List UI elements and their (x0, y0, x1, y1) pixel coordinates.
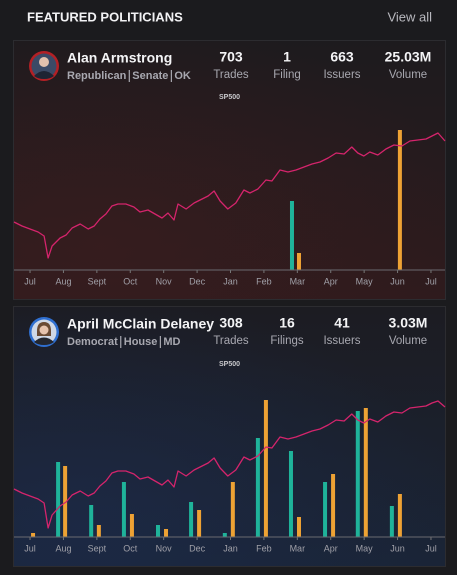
panel-title: FEATURED POLITICIANS (27, 9, 183, 24)
bar (230, 482, 235, 537)
politician-state: MD (163, 336, 180, 348)
avatar (29, 51, 59, 347)
x-tick-label: Oct (123, 276, 138, 286)
x-tick-label: Apr (324, 543, 338, 553)
bar (263, 400, 268, 537)
stat-label: Filings (270, 335, 303, 347)
x-tick-label: Jul (24, 543, 36, 553)
x-tick-label: Sept (88, 543, 107, 553)
bar (156, 525, 161, 537)
stat-value: 3.03M (389, 315, 428, 331)
x-tick-label: Jul (24, 276, 36, 286)
bar (331, 474, 336, 537)
politician-chamber: Senate (132, 70, 168, 82)
bar (189, 502, 194, 537)
x-tick-label: May (356, 276, 374, 286)
bar (296, 517, 301, 537)
bar (355, 411, 360, 537)
x-tick-label: Aug (55, 276, 71, 286)
stat-value: 41 (334, 315, 350, 331)
x-tick-label: Jul (425, 543, 437, 553)
x-tick-label: Mar (290, 543, 306, 553)
bar (121, 482, 126, 537)
bar (289, 201, 294, 270)
stat-label: Volume (389, 335, 427, 347)
card-glow (14, 307, 445, 566)
card-glow (14, 41, 445, 299)
bar (296, 253, 301, 270)
view-all-link[interactable]: View all (387, 9, 432, 24)
x-tick-label: Oct (123, 543, 138, 553)
x-tick-label: Jul (425, 276, 437, 286)
series-label: SP500 (219, 94, 240, 101)
x-tick-label: Jun (390, 276, 405, 286)
stat-label: Filing (273, 69, 300, 81)
politician-state: OK (174, 70, 191, 82)
stat-value: 1 (283, 49, 291, 65)
stat-label: Trades (213, 335, 249, 347)
x-tick-label: May (356, 543, 374, 553)
bar (288, 451, 293, 537)
stat-label: Issuers (323, 335, 360, 347)
politician-party: Republican (67, 70, 127, 82)
stat-value: 16 (279, 315, 295, 331)
x-tick-label: Feb (256, 276, 272, 286)
x-tick-label: Aug (55, 543, 71, 553)
chart: Jul Aug Sept Oct Nov Dec Jan Feb Mar Apr May Jun Jul… (13, 361, 446, 553)
sp500-line (13, 132, 446, 259)
stat-value: 663 (330, 49, 354, 65)
bar (255, 438, 260, 537)
bar (197, 510, 202, 537)
x-tick-label: Nov (156, 276, 173, 286)
stat-label: Volume (389, 69, 427, 81)
x-tick-label: Dec (189, 543, 206, 553)
politician-chamber: House (124, 336, 158, 348)
x-tick-label: Jan (223, 543, 238, 553)
stat-value: 703 (219, 49, 243, 65)
bar (397, 130, 402, 270)
bar (56, 462, 61, 537)
bar (96, 525, 101, 537)
stat-label: Trades (213, 69, 249, 81)
x-tick-label: Feb (256, 543, 272, 553)
bar (397, 494, 402, 537)
bar (222, 533, 227, 537)
x-tick-label: Sept (88, 276, 107, 286)
x-tick-label: Mar (290, 276, 306, 286)
bar (63, 466, 68, 537)
bar (323, 482, 328, 537)
x-tick-label: Nov (156, 543, 173, 553)
chart: Jul Aug Sept Oct Nov Dec Jan Feb Mar Apr May Jun Jul… (13, 94, 446, 286)
bar (363, 408, 368, 537)
x-tick-label: Jun (390, 543, 405, 553)
bar (389, 506, 394, 537)
bar (31, 533, 36, 537)
politician-party: Democrat (67, 336, 118, 348)
stat-value: 25.03M (385, 49, 432, 65)
series-label: SP500 (219, 361, 240, 368)
stat-label: Issuers (323, 69, 360, 81)
politician-name: Alan Armstrong (67, 50, 172, 66)
stat-value: 308 (219, 315, 243, 331)
sp500-line (13, 400, 446, 529)
x-tick-label: Jan (223, 276, 238, 286)
bar (89, 505, 94, 537)
bar (129, 514, 134, 537)
x-tick-label: Dec (189, 276, 206, 286)
politician-name: April McClain Delaney (67, 316, 214, 332)
bar (164, 529, 169, 537)
x-tick-label: Apr (324, 276, 338, 286)
